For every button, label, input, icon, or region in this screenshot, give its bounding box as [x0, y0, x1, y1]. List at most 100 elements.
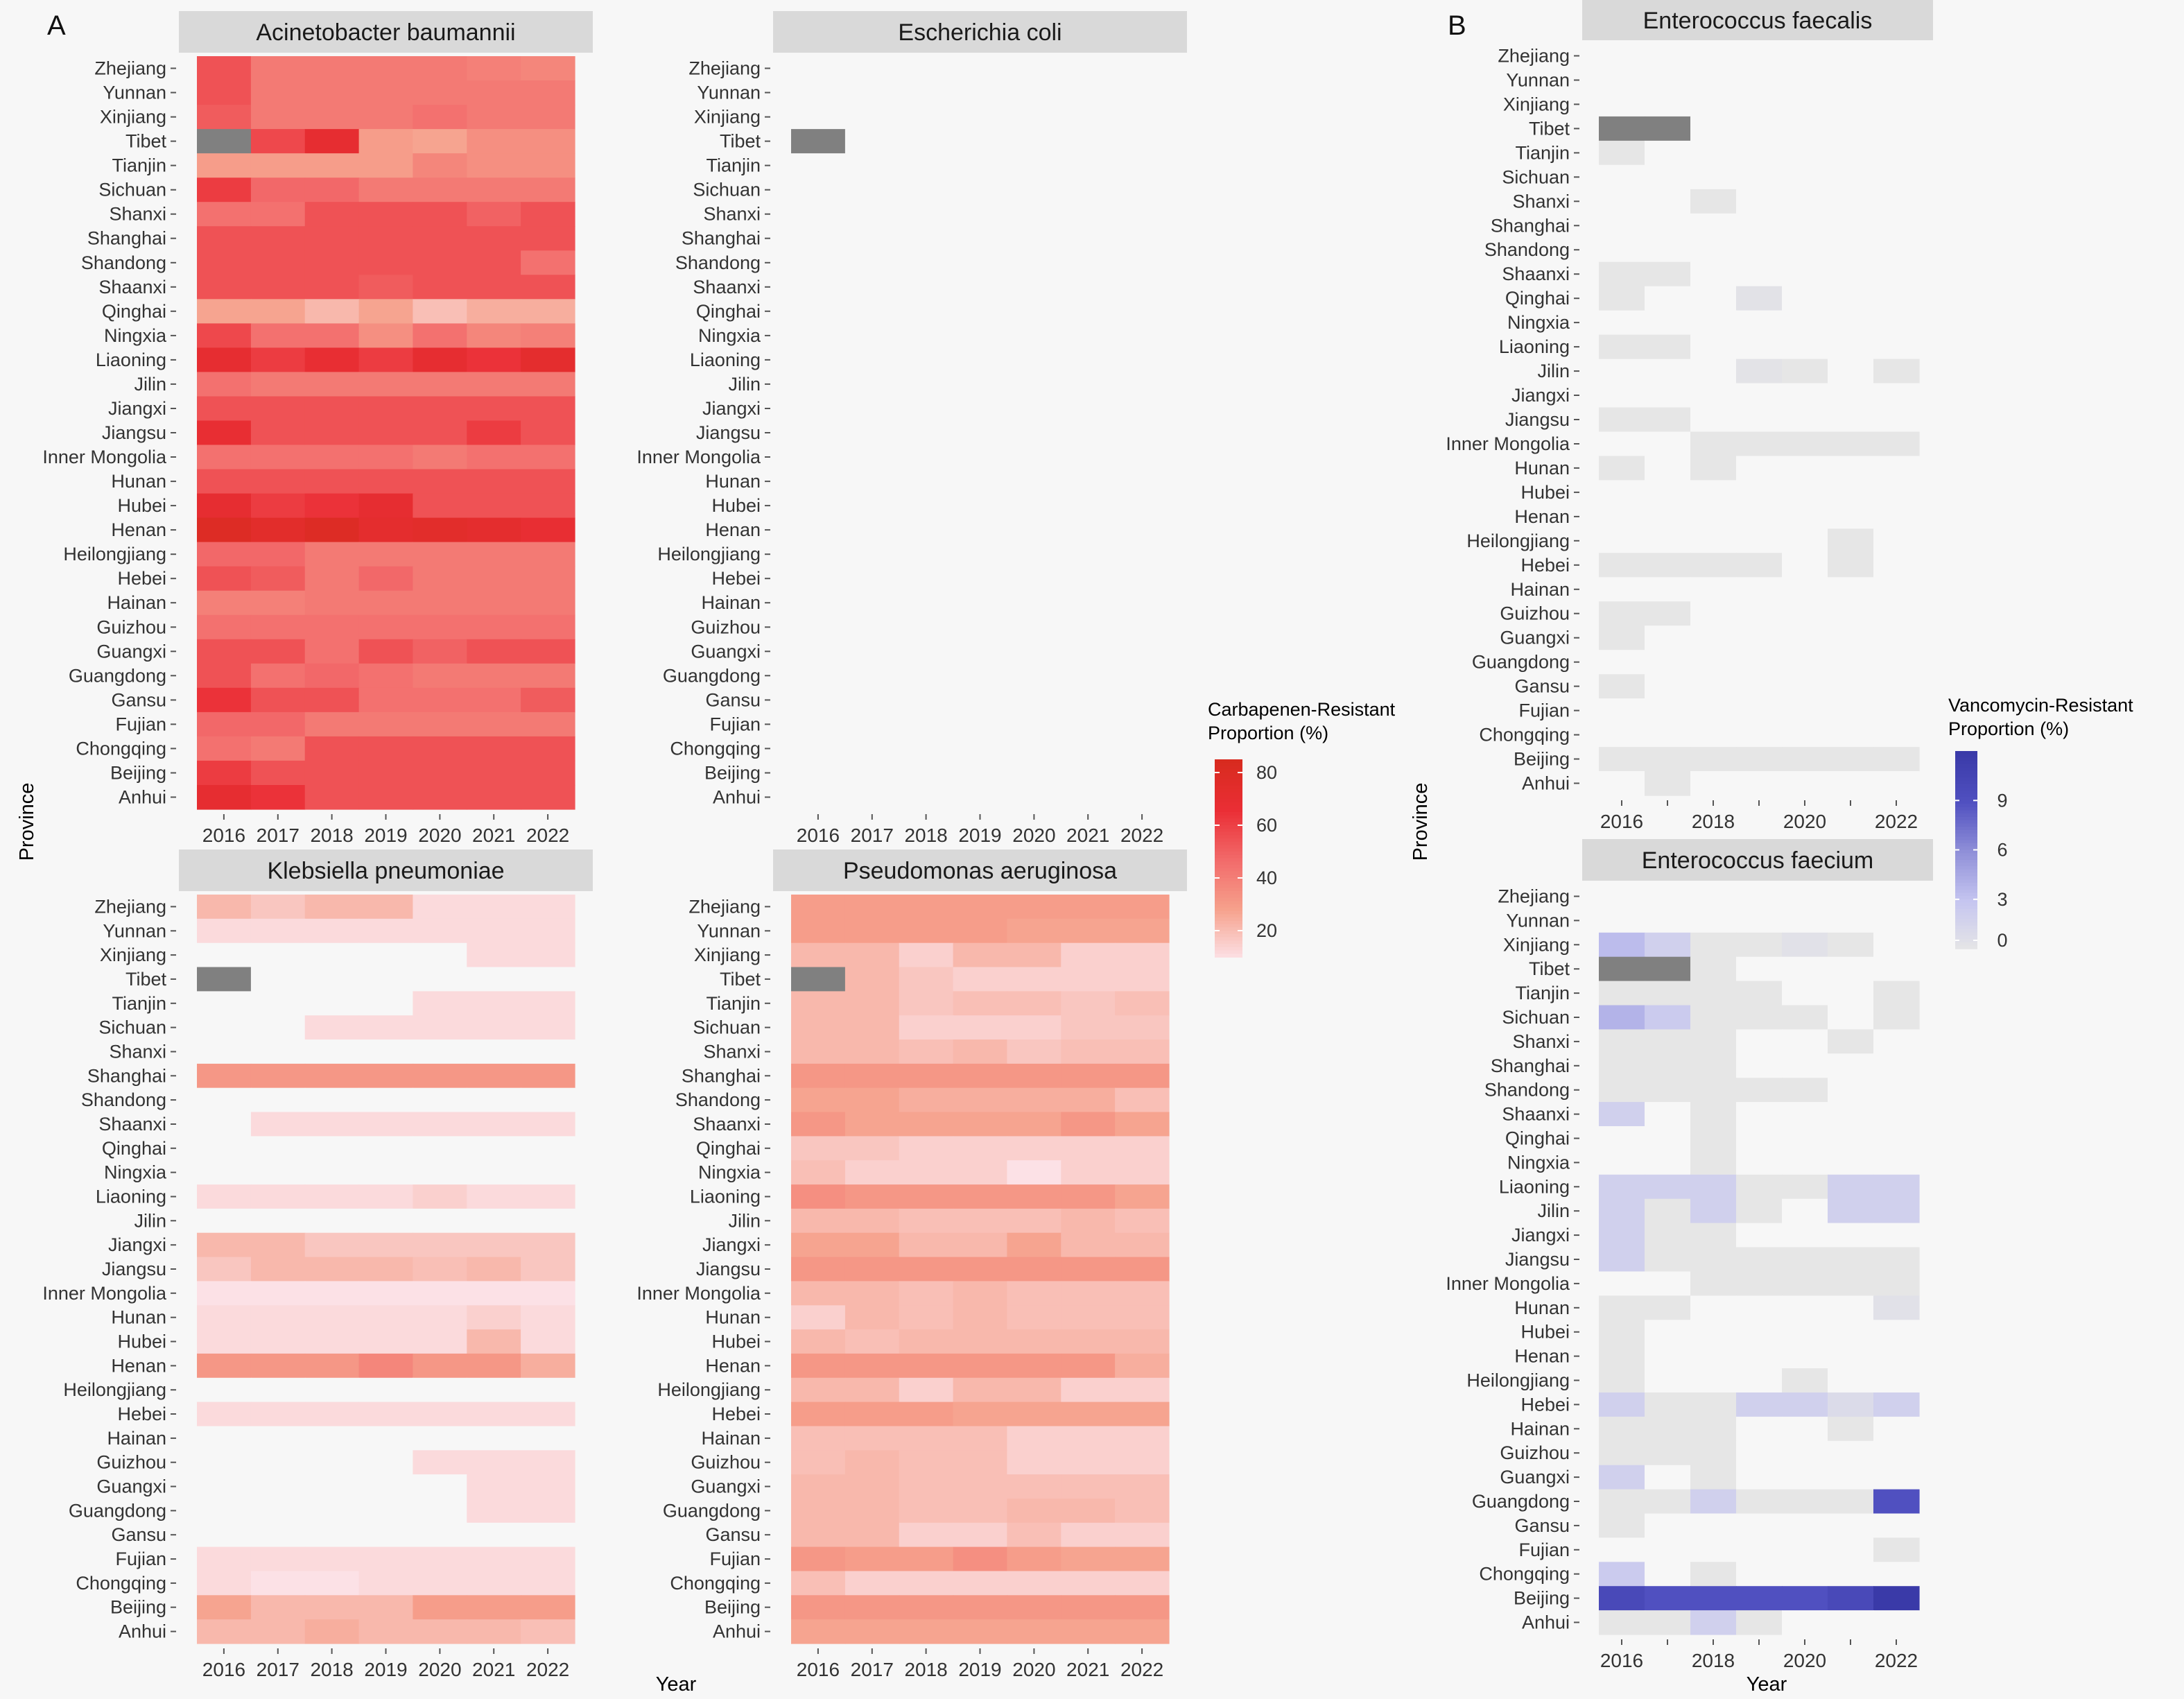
heatmap-cell [1828, 1392, 1874, 1417]
heatmap-cell [1690, 68, 1737, 93]
heatmap-cell [1782, 1223, 1828, 1248]
heatmap-cell [1599, 1610, 1645, 1635]
heatmap-cell [791, 1499, 846, 1524]
heatmap-cell [413, 80, 467, 105]
heatmap-cell [1690, 981, 1737, 1006]
heatmap-cell [791, 614, 846, 640]
heatmap-cell [1736, 698, 1783, 723]
heatmap-cell [1782, 213, 1828, 239]
heatmap-cell [521, 1499, 575, 1524]
heatmap-cell [358, 153, 414, 178]
heatmap-cell [413, 1257, 467, 1282]
heatmap-cell [304, 1377, 360, 1403]
heatmap-cell [1873, 771, 1920, 796]
heatmap-cell [1115, 1329, 1170, 1354]
heatmap-cell [1782, 92, 1828, 117]
heatmap-cell [1061, 372, 1116, 397]
heatmap-cell [1645, 1174, 1691, 1200]
province-tick-label: Sichuan [98, 180, 166, 200]
heatmap-cell [521, 129, 575, 154]
province-tick-label: Hainan [701, 592, 761, 613]
carbapenem-colorbar-step [1215, 825, 1242, 829]
year-tick-label: 2016 [202, 825, 245, 846]
heatmap-cell [304, 202, 360, 227]
heatmap-cell [521, 1546, 575, 1571]
heatmap-cell [899, 1015, 954, 1040]
heatmap-cell [521, 1329, 575, 1354]
heatmap-cell [467, 1208, 521, 1234]
heatmap-cell [899, 226, 954, 251]
province-tick-label: Jiangxi [702, 1234, 761, 1255]
province-tick-label: Ningxia [104, 1162, 167, 1183]
heatmap-cell [844, 347, 900, 372]
province-tick-label: Liaoning [96, 350, 166, 370]
province-tick-label: Inner Mongolia [1446, 433, 1570, 454]
heatmap-cell [1061, 517, 1116, 543]
heatmap-cell [521, 1619, 575, 1644]
vancomycin-colorbar-step [1955, 883, 1977, 887]
carbapenem-tick-label: 20 [1256, 920, 1277, 941]
heatmap-cell [1645, 1513, 1691, 1538]
heatmap-cell [1782, 1271, 1828, 1296]
province-tick-label: Jilin [1537, 361, 1570, 381]
heatmap-cell [1736, 1198, 1783, 1224]
heatmap-cell [1690, 553, 1737, 578]
heatmap-cell [953, 323, 1008, 348]
heatmap-cell [1690, 577, 1737, 602]
heatmap-cell [1782, 140, 1828, 166]
heatmap-cell [1690, 1320, 1737, 1345]
province-tick-label: Heilongjiang [63, 544, 166, 564]
heatmap-cell [1115, 711, 1170, 737]
heatmap-cell [1873, 1029, 1920, 1054]
heatmap-cell [250, 895, 306, 920]
heatmap-cell [250, 1281, 306, 1306]
heatmap-cell [413, 663, 467, 689]
heatmap-cell [1115, 1353, 1170, 1379]
province-tick-label: Anhui [713, 1621, 761, 1642]
province-tick-label: Qinghai [102, 1138, 166, 1159]
heatmap-cell [899, 1329, 954, 1354]
heatmap-cell [953, 1571, 1008, 1596]
heatmap-cell [358, 991, 414, 1016]
heatmap-cell [953, 967, 1008, 992]
heatmap-cell [1690, 189, 1737, 214]
heatmap-cell [899, 785, 954, 810]
heatmap-cell [467, 736, 521, 761]
heatmap-cell [1645, 140, 1691, 166]
heatmap-cell [1061, 1305, 1116, 1330]
vancomycin-colorbar-step [1955, 853, 1977, 857]
heatmap-cell [791, 566, 846, 592]
vancomycin-colorbar-step [1955, 754, 1977, 759]
heatmap-cell [1645, 674, 1691, 699]
heatmap-cell [413, 639, 467, 664]
heatmap-cell [953, 895, 1008, 920]
heatmap-cell [467, 1474, 521, 1499]
heatmap-cell [1828, 650, 1874, 675]
heatmap-cell [304, 178, 360, 202]
heatmap-cell [1690, 884, 1737, 909]
carbapenem-colorbar-step [1215, 775, 1242, 780]
year-tick-label: 2019 [958, 825, 1001, 846]
heatmap-cell [899, 469, 954, 494]
panel-label-a: A [47, 10, 66, 41]
carbapenem-colorbar-step [1215, 815, 1242, 820]
heatmap-cell [413, 1450, 467, 1475]
heatmap-cell [1599, 92, 1645, 117]
heatmap-cell [521, 542, 575, 567]
heatmap-cell [1782, 747, 1828, 772]
province-tick-label: Hebei [117, 568, 166, 589]
heatmap-cell [953, 1522, 1008, 1548]
heatmap-cell [1873, 407, 1920, 433]
heatmap-cell [1690, 1537, 1737, 1562]
province-tick-label: Shanghai [87, 1065, 166, 1086]
heatmap-cell [1061, 566, 1116, 592]
heatmap-cell [1736, 140, 1783, 166]
heatmap-cell [521, 493, 575, 519]
carbapenem-colorbar-step [1215, 792, 1242, 796]
heatmap-cell [791, 202, 846, 227]
heatmap-cell [413, 1112, 467, 1137]
heatmap-cell [1873, 528, 1920, 553]
year-tick-label: 2017 [257, 825, 300, 846]
heatmap-cell [1599, 932, 1645, 958]
heatmap-cell [953, 1474, 1008, 1499]
